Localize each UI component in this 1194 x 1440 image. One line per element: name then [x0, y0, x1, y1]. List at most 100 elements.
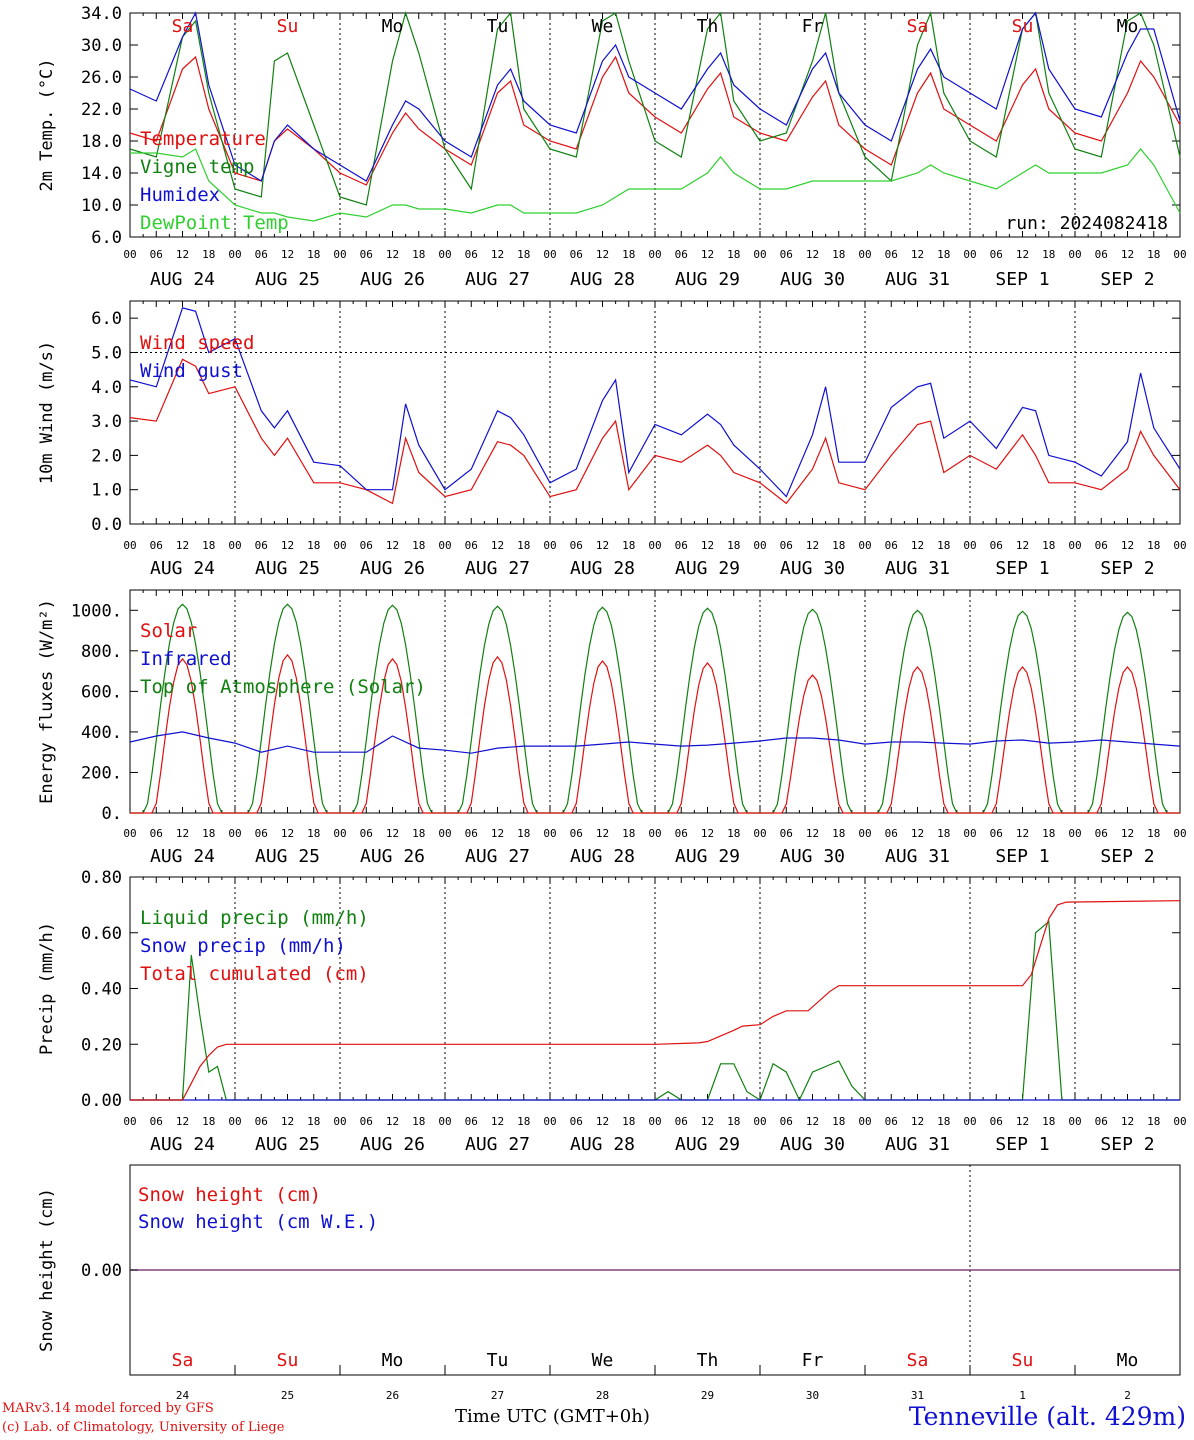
precip-panel-hour-label: 18 [1042, 1115, 1055, 1128]
energy-panel-date-label: AUG 31 [885, 846, 950, 867]
wind-panel-y-tick-label: 5.0 [91, 343, 122, 363]
precip-panel-hour-label: 18 [517, 1115, 530, 1128]
wind-panel-y-tick-label: 4.0 [91, 378, 122, 398]
wind-panel-hour-label: 06 [465, 539, 478, 552]
wind-panel-hour-label: 06 [885, 539, 898, 552]
snow-weekday-label: Su [277, 1350, 299, 1371]
wind-panel-y-tick-label: 2.0 [91, 446, 122, 466]
energy-panel-hour-label: 06 [255, 827, 268, 840]
precip-panel-y-tick-label: 0.60 [81, 924, 122, 944]
temperature-panel-hour-label: 00 [123, 248, 136, 261]
snow-panel-y-tick-label: 0.00 [81, 1261, 122, 1281]
wind-panel-hour-label: 12 [596, 539, 609, 552]
precip-panel-hour-label: 12 [806, 1115, 819, 1128]
temperature-weekday-label: Tu [487, 16, 509, 37]
energy-panel-date-label: SEP 2 [1100, 846, 1154, 867]
energy-panel-hour-label: 00 [333, 827, 346, 840]
snow-day-number: 24 [176, 1389, 190, 1402]
temperature-panel-hour-label: 12 [806, 248, 819, 261]
energy-panel-hour-label: 00 [1068, 827, 1081, 840]
precip-panel-hour-label: 00 [648, 1115, 661, 1128]
temperature-weekday-label: Mo [1117, 16, 1139, 37]
wind-panel-hour-label: 06 [780, 539, 793, 552]
precip-panel-y-tick-label: 0.80 [81, 868, 122, 888]
energy-legend-entry: Top of Atmosphere (Solar) [140, 676, 426, 698]
temperature-panel-y-tick-label: 26.0 [81, 68, 122, 88]
precip-panel-hour-label: 00 [543, 1115, 556, 1128]
snow-weekday-label: Tu [487, 1350, 509, 1371]
temperature-panel-hour-label: 18 [832, 248, 845, 261]
energy-panel-date-label: SEP 1 [995, 846, 1049, 867]
temperature-panel-hour-label: 00 [333, 248, 346, 261]
energy-panel-hour-label: 00 [858, 827, 871, 840]
temperature-panel-hour-label: 00 [438, 248, 451, 261]
precip-legend-entry: Liquid precip (mm/h) [140, 907, 369, 929]
temperature-panel-hour-label: 12 [911, 248, 924, 261]
precip-panel-hour-label: 00 [1068, 1115, 1081, 1128]
energy-panel-date-label: AUG 27 [465, 846, 530, 867]
energy-panel-hour-label: 18 [1147, 827, 1160, 840]
precip-legend-entry: Snow precip (mm/h) [140, 935, 346, 957]
temperature-panel-y-tick-label: 6.0 [91, 228, 122, 248]
temperature-panel-hour-label: 06 [990, 248, 1003, 261]
snow-weekday-label: Sa [172, 1350, 194, 1371]
precip-panel-hour-label: 12 [911, 1115, 924, 1128]
wind-legend-entry: Wind gust [140, 360, 243, 382]
temperature-panel-date-label: AUG 27 [465, 269, 530, 290]
temperature-panel-hour-label: 12 [281, 248, 294, 261]
wind-legend-entry: Wind speed [140, 332, 254, 354]
precip-panel-date-label: AUG 24 [150, 1134, 215, 1155]
energy-panel-hour-label: 06 [360, 827, 373, 840]
wind-panel-hour-label: 12 [491, 539, 504, 552]
wind-panel-hour-label: 06 [675, 539, 688, 552]
energy-panel-y-tick-label: 0. [102, 804, 122, 824]
energy-panel-hour-label: 18 [622, 827, 635, 840]
temperature-weekday-label: Su [1012, 16, 1034, 37]
temperature-panel-y-axis-title: 2m Temp. (°C) [37, 58, 57, 191]
temperature-series-vigne-temp [129, 10, 1181, 206]
snow-day-number: 2 [1124, 1389, 1131, 1402]
energy-panel-hour-label: 18 [412, 827, 425, 840]
temperature-panel-hour-label: 18 [622, 248, 635, 261]
snow-weekday-label: Sa [907, 1350, 929, 1371]
temperature-panel-hour-label: 00 [648, 248, 661, 261]
wind-panel-hour-label: 18 [727, 539, 740, 552]
temperature-panel-hour-label: 18 [937, 248, 950, 261]
temperature-panel-hour-label: 12 [1016, 248, 1029, 261]
energy-series-solar [130, 653, 1180, 814]
wind-panel-hour-label: 12 [911, 539, 924, 552]
wind-panel-hour-label: 06 [150, 539, 163, 552]
temperature-panel-date-label: AUG 26 [360, 269, 425, 290]
energy-panel-hour-label: 06 [150, 827, 163, 840]
temperature-panel-y-tick-label: 34.0 [81, 4, 122, 24]
precip-panel-hour-label: 00 [1173, 1115, 1186, 1128]
precip-panel-y-tick-label: 0.00 [81, 1091, 122, 1111]
temperature-panel-hour-label: 06 [255, 248, 268, 261]
temperature-legend-entry: DewPoint Temp [140, 212, 289, 234]
energy-panel-hour-label: 12 [1016, 827, 1029, 840]
precip-panel-hour-label: 06 [780, 1115, 793, 1128]
energy-panel-date-label: AUG 28 [570, 846, 635, 867]
energy-panel-hour-label: 12 [911, 827, 924, 840]
temperature-panel-y-tick-label: 14.0 [81, 164, 122, 184]
energy-panel-hour-label: 06 [675, 827, 688, 840]
temperature-weekday-label: Sa [907, 16, 929, 37]
snow-weekday-label: Fr [802, 1350, 824, 1371]
snow-panel-y-axis-title: Snow height (cm) [37, 1188, 57, 1352]
precip-panel-hour-label: 06 [885, 1115, 898, 1128]
energy-panel-date-label: AUG 25 [255, 846, 320, 867]
precip-panel-hour-label: 06 [570, 1115, 583, 1128]
wind-panel-hour-label: 18 [307, 539, 320, 552]
temperature-series-temperature [129, 55, 1181, 186]
snow-day-number: 27 [491, 1389, 504, 1402]
precip-legend-entry: Total cumulated (cm) [140, 963, 369, 985]
temperature-panel-hour-label: 00 [858, 248, 871, 261]
wind-panel-hour-label: 18 [517, 539, 530, 552]
wind-panel-hour-label: 18 [1147, 539, 1160, 552]
temperature-weekday-label: Sa [172, 16, 194, 37]
snow-day-number: 25 [281, 1389, 294, 1402]
energy-panel-hour-label: 18 [1042, 827, 1055, 840]
wind-panel-y-axis-title: 10m Wind (m/s) [37, 341, 57, 484]
temperature-panel-hour-label: 00 [543, 248, 556, 261]
snow-day-number: 28 [596, 1389, 609, 1402]
